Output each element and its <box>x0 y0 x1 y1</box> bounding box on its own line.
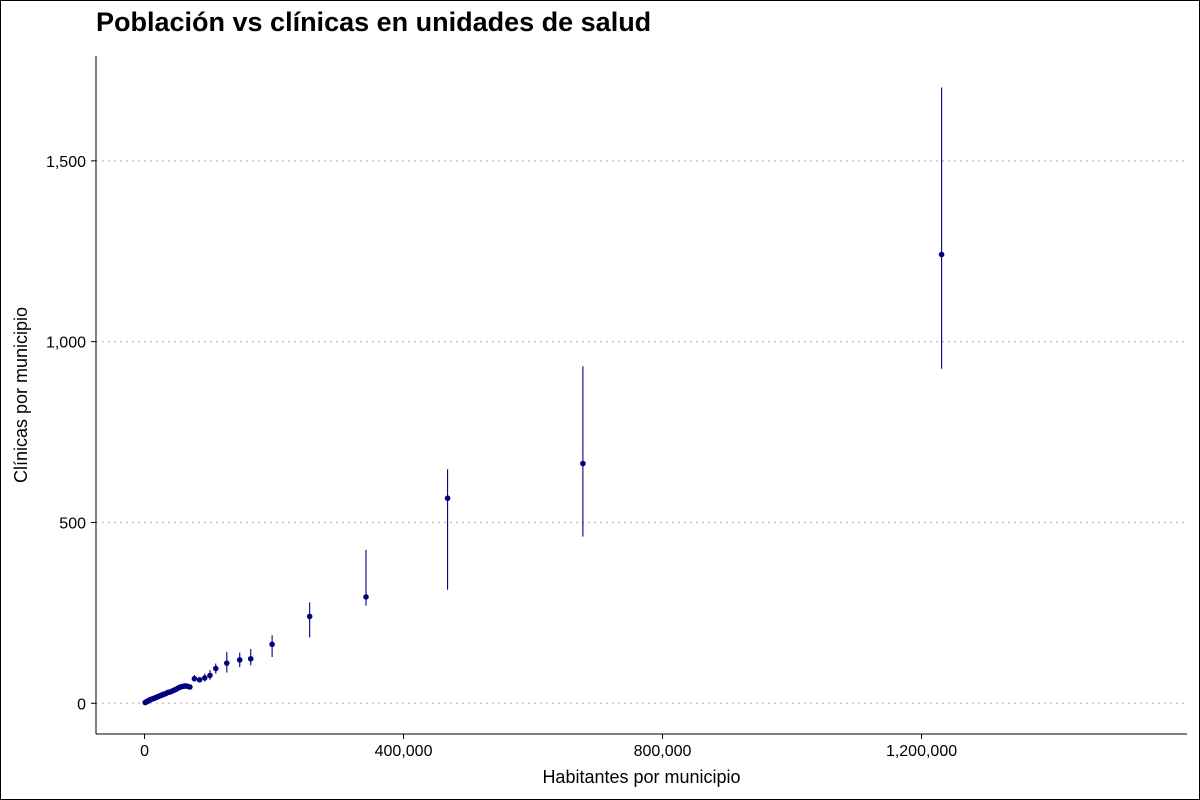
axes <box>95 56 1187 735</box>
data-point <box>212 665 219 672</box>
data-point <box>363 594 369 600</box>
y-tick-label: 0 <box>77 696 86 713</box>
data-point <box>306 613 313 620</box>
data-point <box>191 675 198 682</box>
data-point <box>938 251 945 258</box>
chart-title: Población vs clínicas en unidades de sal… <box>96 7 652 37</box>
x-tick-label: 1,200,000 <box>886 743 957 760</box>
x-axis-ticks: 0 400,000 800,000 1,200,000 <box>140 734 957 760</box>
y-axis-title: Clínicas por municipio <box>11 307 31 483</box>
data-point <box>444 495 451 502</box>
data-point <box>196 676 203 683</box>
data-point <box>223 660 230 666</box>
data-point <box>201 675 208 681</box>
x-axis-title: Habitantes por municipio <box>542 767 740 787</box>
error-bars <box>193 87 943 682</box>
y-axis-ticks: 0 500 1,000 1,500 <box>46 154 96 713</box>
data-point <box>247 655 254 662</box>
y-tick-label: 1,500 <box>46 154 86 171</box>
y-tick-label: 500 <box>59 515 86 532</box>
data-points <box>142 251 945 706</box>
data-point <box>236 657 243 663</box>
data-point <box>580 460 586 467</box>
grid-lines <box>96 160 1187 705</box>
data-point <box>207 672 213 679</box>
x-tick-label: 800,000 <box>634 743 692 760</box>
y-tick-label: 1,000 <box>46 335 86 352</box>
x-tick-label: 0 <box>140 743 149 760</box>
data-point <box>269 641 275 648</box>
data-point <box>187 684 193 690</box>
x-tick-label: 400,000 <box>375 743 433 760</box>
